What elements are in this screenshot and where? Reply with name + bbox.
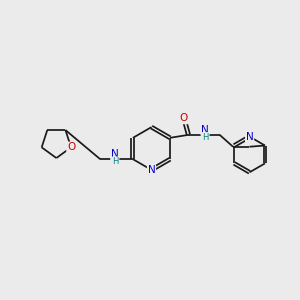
Text: O: O	[180, 113, 188, 124]
Text: N: N	[111, 149, 119, 160]
Text: O: O	[67, 142, 75, 152]
Text: N: N	[246, 132, 254, 142]
Text: H: H	[202, 133, 208, 142]
Text: N: N	[201, 125, 209, 135]
Text: H: H	[112, 157, 118, 166]
Text: N: N	[148, 165, 155, 175]
